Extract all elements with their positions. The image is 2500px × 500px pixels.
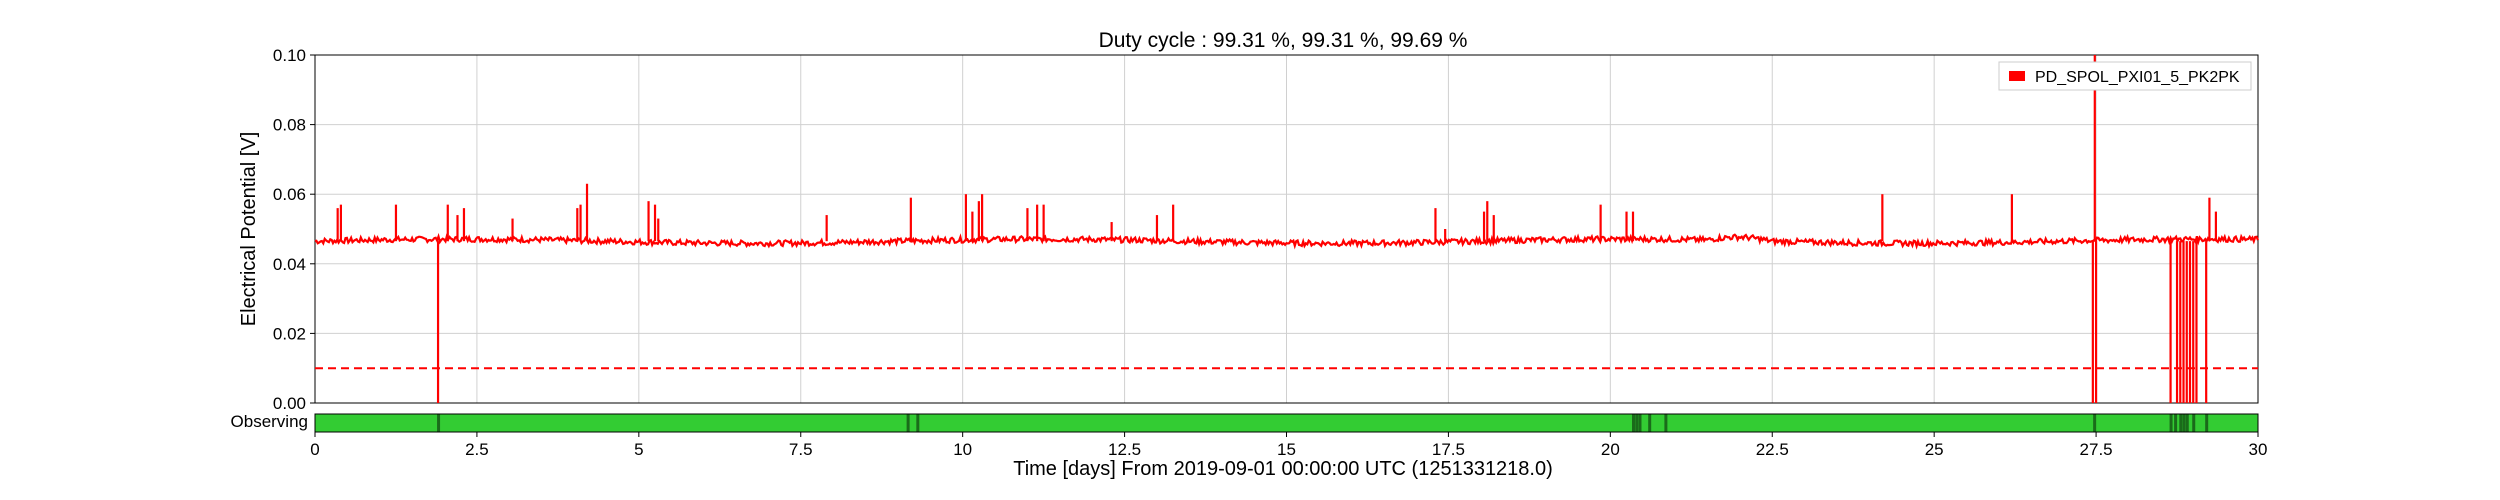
series-layer bbox=[314, 55, 2260, 403]
x-tick-label: 5 bbox=[634, 440, 643, 459]
legend-label: PD_SPOL_PXI01_5_PK2PK bbox=[2035, 69, 2240, 86]
state-bar-gap bbox=[437, 414, 441, 432]
state-bar-gap bbox=[1664, 414, 1668, 432]
state-bar-gap bbox=[1635, 414, 1639, 432]
state-bar bbox=[314, 413, 2259, 433]
state-bar-gap bbox=[1648, 414, 1652, 432]
y-axis-label: Electrical Potential [V] bbox=[238, 132, 260, 327]
y-tick-label: 0.00 bbox=[273, 394, 306, 413]
x-tick-label: 22.5 bbox=[1756, 440, 1789, 459]
legend: PD_SPOL_PXI01_5_PK2PK bbox=[1998, 61, 2252, 91]
x-tick-label: 7.5 bbox=[789, 440, 813, 459]
x-tick-label: 2.5 bbox=[465, 440, 489, 459]
state-bar-gap bbox=[2205, 414, 2209, 432]
grid bbox=[314, 54, 2259, 404]
x-axis-label: Time [days] From 2019-09-01 00:00:00 UTC… bbox=[1013, 458, 1553, 480]
series-line bbox=[314, 232, 2260, 250]
x-tick-label: 0 bbox=[310, 440, 319, 459]
plot-area-border bbox=[314, 54, 2259, 404]
x-tick-label: 12.5 bbox=[1108, 440, 1141, 459]
state-bar-gap bbox=[2169, 414, 2173, 432]
state-bar-gap bbox=[2192, 414, 2196, 432]
y-axis-ticks: 0.00 0.02 0.04 0.06 0.08 0.10 bbox=[273, 46, 315, 413]
y-tick-label: 0.02 bbox=[273, 324, 306, 343]
state-bar-gap bbox=[2182, 414, 2186, 432]
state-bar-gap bbox=[2179, 414, 2183, 432]
x-axis-ticks: 0 2.5 5 7.5 10 12.5 15 17.5 20 22.5 25 27.5 30 bbox=[310, 432, 2267, 459]
legend-swatch bbox=[2009, 71, 2025, 81]
x-tick-label: 20 bbox=[1601, 440, 1620, 459]
x-tick-label: 30 bbox=[2249, 440, 2268, 459]
state-bar-gap bbox=[2093, 414, 2097, 432]
state-bar-segment bbox=[315, 414, 2258, 432]
state-bar-gap bbox=[2185, 414, 2189, 432]
state-bar-label: Observing bbox=[231, 412, 308, 431]
state-bar-gap bbox=[906, 414, 910, 432]
legend-box bbox=[1998, 61, 2252, 91]
state-bar-gap bbox=[2174, 414, 2178, 432]
x-tick-label: 15 bbox=[1277, 440, 1296, 459]
y-tick-label: 0.10 bbox=[273, 46, 306, 65]
x-tick-label: 25 bbox=[1925, 440, 1944, 459]
chart-title: Duty cycle : 99.31 %, 99.31 %, 99.69 % bbox=[1099, 29, 1468, 52]
state-bar-gap bbox=[1632, 414, 1636, 432]
y-tick-label: 0.06 bbox=[273, 185, 306, 204]
y-tick-label: 0.04 bbox=[273, 255, 306, 274]
x-tick-label: 10 bbox=[953, 440, 972, 459]
x-tick-label: 27.5 bbox=[2080, 440, 2113, 459]
state-bar-gap bbox=[1638, 414, 1642, 432]
x-tick-label: 17.5 bbox=[1432, 440, 1465, 459]
state-bar-gap bbox=[916, 414, 920, 432]
y-tick-label: 0.08 bbox=[273, 116, 306, 135]
